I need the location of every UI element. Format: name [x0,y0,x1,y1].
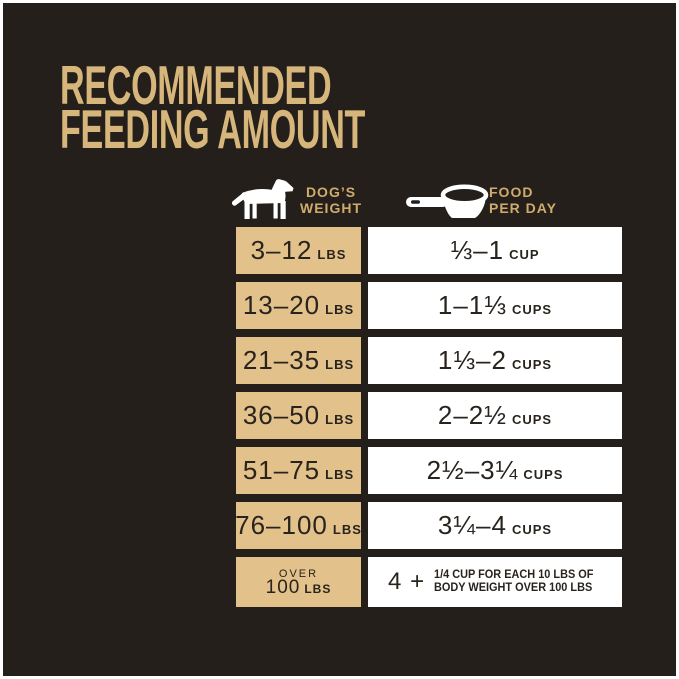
food-cell: 2–2½ CUPS [368,392,622,439]
food-unit: CUPS [511,412,553,427]
food-cell: 3¼–4 CUPS [368,502,622,549]
food-unit: CUPS [511,357,553,372]
food-value: 3¼–4 [437,510,507,540]
weight-cell: 3–12 LBS [236,227,361,274]
weight-unit: LBS [304,582,332,596]
food-cell: 2½–3¼ CUPS [368,447,622,494]
food-value: 4 + [388,568,426,595]
weight-unit: LBS [332,522,362,537]
weight-cell: 21–35 LBS [236,337,361,384]
food-value: 2½–3¼ [426,455,519,485]
page-title-line2: FEEDING AMOUNT [60,98,366,160]
weight-cell: 76–100 LBS [235,502,362,549]
weight-header-line1: DOG’S [305,184,357,200]
food-unit: CUPS [523,467,564,482]
weight-unit: LBS [317,247,347,262]
food-header-line2: PER DAY [489,200,557,216]
weight-cell: 51–75 LBS [236,447,361,494]
food-header-line1: FOOD [489,184,534,200]
measuring-cup-icon [405,182,489,222]
food-value: 2–2½ [437,400,507,430]
feeding-table: 3–12 LBS ⅓–1 CUP 13–20 LBS 1–1⅓ CUPS 21–35 LB… [235,227,622,607]
weight-value: 21–35 [242,345,321,375]
weight-cell: OVER 100 LBS [236,557,361,607]
food-unit: CUPS [511,302,553,317]
food-note-line1: 1/4 CUP FOR EACH 10 LBS OF [434,568,594,581]
weight-over-label: OVER [278,568,319,580]
weight-unit: LBS [325,467,355,482]
food-note: 1/4 CUP FOR EACH 10 LBS OF BODY WEIGHT O… [434,569,593,596]
table-row: 76–100 LBS 3¼–4 CUPS [235,502,622,549]
weight-value: 76–100 [235,510,328,540]
food-cell: 1⅓–2 CUPS [368,337,622,384]
food-value: 1–1⅓ [437,290,507,320]
weight-unit: LBS [325,357,355,372]
food-cell: 4 + 1/4 CUP FOR EACH 10 LBS OF BODY WEIG… [368,557,622,607]
food-value: ⅓–1 [450,235,505,265]
food-value: 1⅓–2 [437,345,507,375]
food-column-header: FOOD PER DAY [489,184,589,216]
page-title: RECOMMENDED FEEDING AMOUNT [60,54,366,160]
weight-value: 3–12 [250,235,313,265]
food-unit: CUPS [511,522,553,537]
weight-cell: 13–20 LBS [236,282,361,329]
food-cell: 1–1⅓ CUPS [368,282,622,329]
table-row: 51–75 LBS 2½–3¼ CUPS [236,447,622,494]
table-row-over-100: OVER 100 LBS 4 + 1/4 CUP FOR EACH 10 LBS … [236,557,622,607]
weight-value: 36–50 [242,400,321,430]
table-row: 36–50 LBS 2–2½ CUPS [236,392,622,439]
dog-silhouette-icon [229,177,297,221]
weight-value: 13–20 [242,290,321,320]
page-title-line1: RECOMMENDED [60,54,332,116]
table-row: 3–12 LBS ⅓–1 CUP [236,227,622,274]
weight-unit: LBS [325,302,355,317]
food-note-line2: BODY WEIGHT OVER 100 LBS [434,582,593,594]
food-unit: CUP [509,247,540,262]
weight-value: 51–75 [242,455,321,485]
weight-cell: 36–50 LBS [236,392,361,439]
table-row: 21–35 LBS 1⅓–2 CUPS [236,337,622,384]
table-row: 13–20 LBS 1–1⅓ CUPS [236,282,622,329]
weight-column-header: DOG’S WEIGHT [293,184,369,216]
weight-header-line2: WEIGHT [300,200,362,216]
weight-value: 100 [265,577,301,598]
food-cell: ⅓–1 CUP [368,227,622,274]
weight-unit: LBS [325,412,355,427]
